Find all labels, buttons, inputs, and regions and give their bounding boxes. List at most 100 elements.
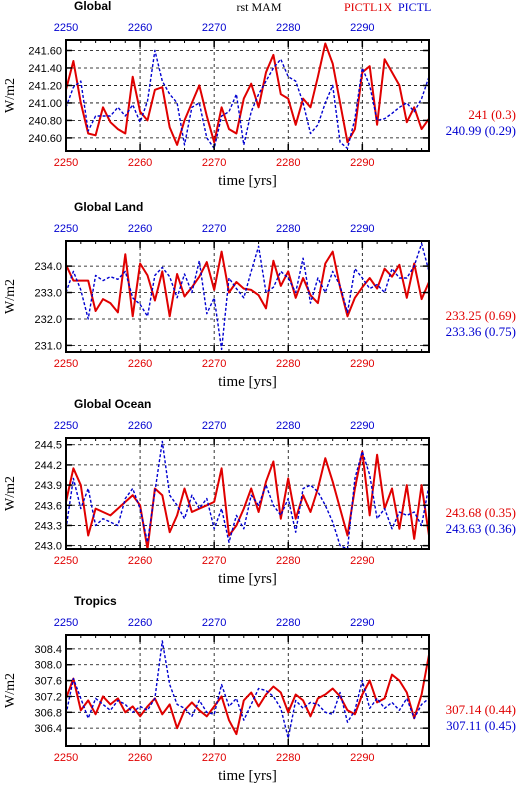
header-title: rst MAM	[236, 0, 281, 14]
x-tick-label-bottom: 2260	[128, 157, 152, 169]
x-tick-label-top: 2250	[54, 617, 78, 629]
panel-title: Global Land	[74, 200, 143, 214]
series-line-red	[65, 42, 430, 146]
x-tick-label-top: 2250	[54, 420, 78, 432]
plot-frame	[65, 437, 430, 550]
y-tick-label: 232.0	[34, 314, 62, 326]
x-tick-label-top: 2270	[202, 617, 226, 629]
chart-panel-1: Global 2250 2260 2270 2280 2290 2250 2260 2270 22…	[3, 0, 516, 189]
x-tick-label-bottom: 2280	[276, 358, 300, 370]
stat-annotation-red: 233.25 (0.69)	[446, 308, 516, 323]
x-tick-label-top: 2290	[350, 420, 374, 432]
y-tick-label: 244.2	[34, 460, 62, 472]
series-line-blue	[65, 242, 430, 351]
x-tick-label-bottom: 2260	[128, 555, 152, 567]
x-axis-label: time [yrs]	[218, 173, 277, 189]
x-tick-label-bottom: 2280	[276, 752, 300, 764]
x-tick-label-top: 2260	[128, 22, 152, 34]
chart-panel-2: Global Land 2250 2260 2270 2280 2290 2250 2260 2…	[3, 200, 516, 390]
x-axis-label: time [yrs]	[218, 374, 277, 390]
plot-frame	[65, 39, 430, 152]
series-line-blue	[65, 440, 430, 550]
y-tick-label: 241.40	[28, 63, 62, 75]
y-tick-label: 307.6	[34, 676, 62, 688]
y-axis-label: W/m2	[3, 476, 18, 511]
y-axis-label: W/m2	[3, 78, 18, 113]
plot-frame	[65, 634, 430, 747]
x-tick-label-top: 2270	[202, 223, 226, 235]
series-line-red	[65, 250, 430, 318]
x-tick-label-top: 2290	[350, 617, 374, 629]
x-tick-label-bottom: 2250	[54, 358, 78, 370]
x-tick-label-top: 2280	[276, 420, 300, 432]
stat-annotation-blue: 240.99 (0.29)	[446, 123, 516, 138]
x-tick-label-top: 2280	[276, 223, 300, 235]
x-tick-label-bottom: 2250	[54, 555, 78, 567]
series-line-red	[65, 654, 430, 736]
stat-annotation-red: 243.68 (0.35)	[446, 505, 516, 520]
y-tick-label: 307.2	[34, 691, 62, 703]
x-tick-label-top: 2290	[350, 22, 374, 34]
y-tick-label: 244.5	[34, 440, 62, 452]
stat-annotation-blue: 243.63 (0.36)	[446, 521, 516, 536]
stat-annotation-blue: 307.11 (0.45)	[446, 718, 516, 733]
series-label-red: PICTL1X	[344, 0, 392, 14]
x-tick-label-bottom: 2290	[350, 358, 374, 370]
stat-annotation-red: 307.14 (0.44)	[446, 702, 516, 717]
x-tick-label-top: 2270	[202, 22, 226, 34]
x-tick-label-bottom: 2260	[128, 752, 152, 764]
x-axis-label: time [yrs]	[218, 768, 277, 784]
x-axis-label: time [yrs]	[218, 571, 277, 587]
x-tick-label-bottom: 2270	[202, 555, 226, 567]
y-tick-label: 240.60	[28, 133, 62, 145]
x-tick-label-top: 2250	[54, 223, 78, 235]
y-tick-label: 234.0	[34, 261, 62, 273]
y-tick-label: 306.8	[34, 707, 62, 719]
x-tick-label-top: 2250	[54, 22, 78, 34]
x-tick-label-bottom: 2250	[54, 752, 78, 764]
x-tick-label-top: 2280	[276, 617, 300, 629]
plot-frame	[65, 240, 430, 353]
y-tick-label: 231.0	[34, 340, 62, 352]
chart-panel-4: Tropics 2250 2260 2270 2280 2290 2250 2260 2270 2…	[3, 594, 516, 784]
y-tick-label: 243.6	[34, 500, 62, 512]
y-tick-label: 308.4	[34, 644, 62, 656]
series-label-blue: PICTL	[398, 0, 431, 14]
x-tick-label-top: 2290	[350, 223, 374, 235]
y-tick-label: 306.4	[34, 723, 62, 735]
y-tick-label: 240.80	[28, 115, 62, 127]
stat-annotation-red: 241 (0.3)	[468, 107, 516, 122]
x-tick-label-bottom: 2290	[350, 752, 374, 764]
x-tick-label-bottom: 2270	[202, 157, 226, 169]
x-tick-label-bottom: 2250	[54, 157, 78, 169]
x-tick-label-top: 2270	[202, 420, 226, 432]
y-tick-label: 243.0	[34, 541, 62, 553]
y-tick-label: 241.60	[28, 45, 62, 57]
x-tick-label-bottom: 2280	[276, 157, 300, 169]
x-tick-label-bottom: 2270	[202, 358, 226, 370]
x-tick-label-top: 2260	[128, 420, 152, 432]
y-tick-label: 243.9	[34, 480, 62, 492]
x-tick-label-bottom: 2260	[128, 358, 152, 370]
y-tick-label: 241.20	[28, 80, 62, 92]
x-tick-label-top: 2280	[276, 22, 300, 34]
series-line-blue	[65, 49, 430, 150]
x-tick-label-bottom: 2270	[202, 752, 226, 764]
stat-annotation-blue: 233.36 (0.75)	[446, 324, 516, 339]
y-axis-label: W/m2	[3, 673, 18, 708]
panel-title: Global Ocean	[74, 397, 151, 411]
y-tick-label: 233.0	[34, 288, 62, 300]
x-tick-label-top: 2260	[128, 223, 152, 235]
y-tick-label: 243.3	[34, 520, 62, 532]
chart-panel-3: Global Ocean 2250 2260 2270 2280 2290 2250 2260…	[3, 397, 516, 587]
panel-title: Global	[74, 0, 111, 13]
x-tick-label-bottom: 2290	[350, 157, 374, 169]
x-tick-label-bottom: 2280	[276, 555, 300, 567]
y-tick-label: 241.00	[28, 98, 62, 110]
series-line-blue	[65, 640, 430, 739]
chart-panels: Global 2250 2260 2270 2280 2290 2250 2260 2270 22…	[3, 0, 516, 784]
x-tick-label-bottom: 2290	[350, 555, 374, 567]
y-tick-label: 308.0	[34, 660, 62, 672]
y-axis-label: W/m2	[3, 279, 18, 314]
